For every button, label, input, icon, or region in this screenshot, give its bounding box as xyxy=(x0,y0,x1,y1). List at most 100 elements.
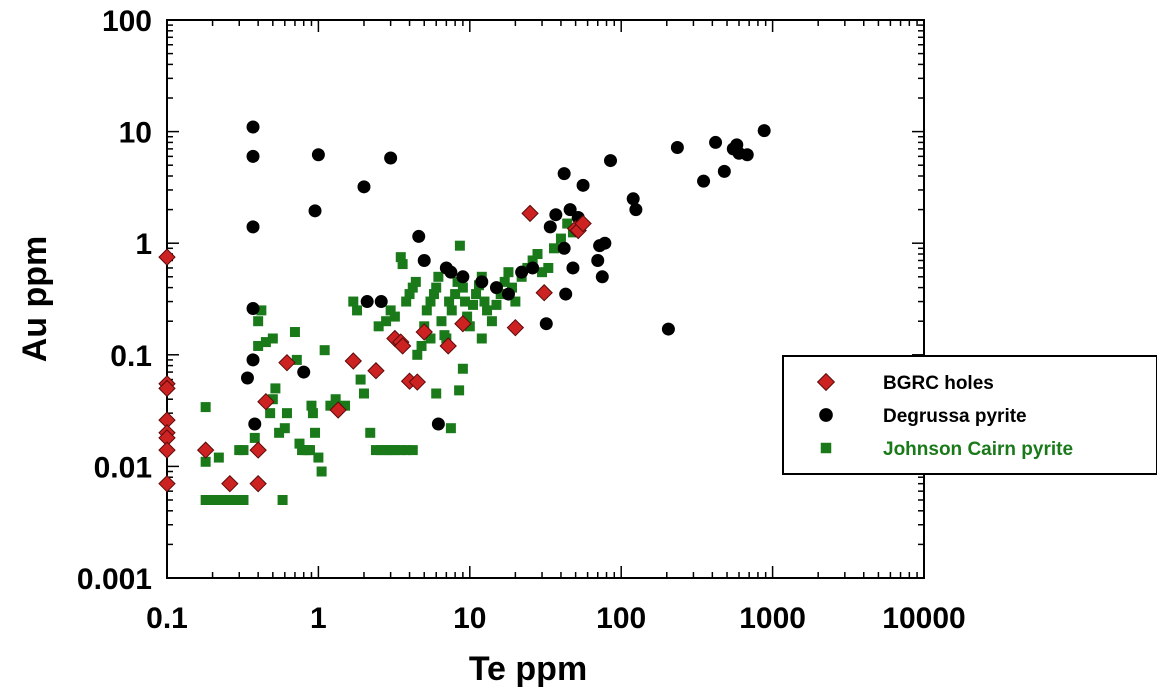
data-point-circle xyxy=(591,253,605,267)
y-tick-label: 100 xyxy=(102,5,152,38)
data-point-square xyxy=(462,311,473,322)
data-point-square xyxy=(213,494,224,505)
y-tick-label: 0.1 xyxy=(110,340,152,373)
data-point-circle xyxy=(670,141,684,155)
data-point-square xyxy=(270,383,281,394)
data-point-circle xyxy=(595,270,609,284)
data-point-square xyxy=(279,423,290,434)
legend-marker-diamond xyxy=(816,372,836,392)
data-point-circle xyxy=(489,281,503,295)
data-point-square xyxy=(407,445,418,456)
data-point-square xyxy=(503,267,514,278)
data-point-square xyxy=(385,305,396,316)
legend: BGRC holes Degrussa pyrite Johnson Cairn p… xyxy=(782,355,1157,475)
data-point-square xyxy=(452,276,463,287)
data-point-circle xyxy=(384,151,398,165)
data-point-circle xyxy=(308,204,322,218)
y-tick-label: 0.001 xyxy=(77,563,152,596)
data-point-square xyxy=(274,427,285,438)
data-point-square xyxy=(407,282,418,293)
data-point-circle xyxy=(543,220,557,234)
data-point-square xyxy=(401,445,412,456)
data-point-square xyxy=(446,305,457,316)
data-point-circle xyxy=(559,287,573,301)
data-point-square xyxy=(454,240,465,251)
data-point-circle xyxy=(717,164,731,178)
data-point-square xyxy=(253,340,264,351)
plot-frame xyxy=(166,19,925,579)
data-point-circle xyxy=(374,295,388,309)
data-point-square xyxy=(482,305,493,316)
data-point-square xyxy=(468,299,479,310)
data-point-square xyxy=(445,423,456,434)
data-point-square xyxy=(307,408,318,419)
data-point-circle xyxy=(246,301,260,315)
data-point-square xyxy=(352,305,363,316)
data-point-circle xyxy=(549,208,563,222)
x-tick-labels: 0.1 1 10 100 1000 10000 xyxy=(146,602,966,635)
data-point-square xyxy=(355,374,366,385)
y-tick-label: 10 xyxy=(119,117,152,150)
data-point-square xyxy=(267,394,278,405)
data-point-circle xyxy=(357,180,371,194)
data-point-diamond xyxy=(249,474,267,493)
data-point-square xyxy=(425,333,436,344)
x-tick-label: 10 xyxy=(453,602,486,635)
data-point-square xyxy=(401,296,412,307)
data-point-square xyxy=(464,321,475,332)
data-point-circle xyxy=(757,124,771,138)
data-point-square xyxy=(412,349,423,360)
data-point-circle xyxy=(515,265,529,279)
data-points xyxy=(158,120,771,505)
x-tick-label: 1 xyxy=(310,602,327,635)
data-point-square xyxy=(294,438,305,449)
data-point-square xyxy=(454,385,465,396)
data-point-square xyxy=(200,494,211,505)
data-point-square xyxy=(267,333,278,344)
data-point-square xyxy=(495,289,506,300)
data-point-circle xyxy=(576,178,590,192)
data-point-circle xyxy=(456,270,470,284)
data-point-square xyxy=(421,305,432,316)
data-point-circle xyxy=(297,365,311,379)
data-point-diamond xyxy=(367,362,385,380)
data-point-square xyxy=(543,262,554,273)
data-point-square xyxy=(316,466,327,477)
data-point-circle xyxy=(412,229,426,243)
data-point-diamond xyxy=(506,318,525,337)
data-point-circle xyxy=(629,203,643,217)
x-tick-label: 0.1 xyxy=(146,602,188,635)
data-point-diamond xyxy=(329,401,347,419)
data-point-circle xyxy=(431,417,445,431)
data-point-diamond xyxy=(393,337,412,355)
data-point-square xyxy=(404,289,415,300)
data-point-square xyxy=(479,296,490,307)
data-point-square xyxy=(532,249,543,260)
legend-label: Degrussa pyrite xyxy=(883,406,1027,427)
data-point-square xyxy=(395,445,406,456)
data-point-square xyxy=(486,316,497,327)
data-point-square xyxy=(325,400,336,411)
data-point-square xyxy=(381,316,392,327)
data-point-square xyxy=(433,271,444,282)
data-point-diamond xyxy=(535,284,553,302)
data-point-diamond xyxy=(221,474,239,493)
data-point-circle xyxy=(360,295,374,309)
x-tick-label: 1000 xyxy=(739,602,806,635)
data-point-square xyxy=(491,299,502,310)
y-tick-label: 1 xyxy=(135,228,152,261)
data-point-square xyxy=(249,432,260,443)
data-point-circle xyxy=(311,148,325,162)
data-point-square xyxy=(457,282,468,293)
data-point-diamond xyxy=(158,474,176,493)
data-point-square xyxy=(410,276,421,287)
data-point-square xyxy=(507,282,518,293)
data-point-square xyxy=(510,296,521,307)
data-point-circle xyxy=(557,167,571,181)
y-tick-label: 0.01 xyxy=(94,451,152,484)
data-point-circle xyxy=(526,261,540,275)
data-point-circle xyxy=(246,353,260,367)
y-tick-labels: 100 10 1 0.1 0.01 0.001 xyxy=(77,5,152,596)
data-point-circle xyxy=(740,148,754,162)
